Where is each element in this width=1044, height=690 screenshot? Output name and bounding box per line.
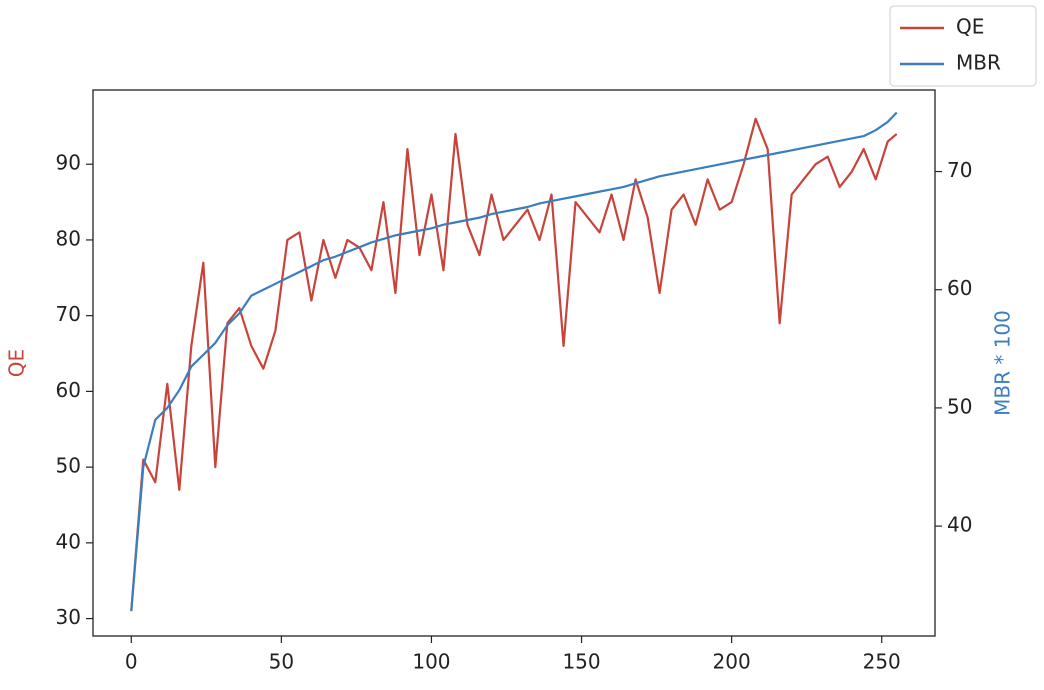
line-series xyxy=(130,111,898,612)
y2-tick-label: 60 xyxy=(947,276,972,300)
y2-tick-label: 40 xyxy=(947,513,972,537)
y2-tick-label: 70 xyxy=(947,158,972,182)
y-tick-label: 30 xyxy=(56,605,81,629)
y-tick-label: 60 xyxy=(56,378,81,402)
x-tick-label: 100 xyxy=(412,650,450,674)
x-tick-label: 150 xyxy=(562,650,600,674)
y2-tick-label: 50 xyxy=(947,394,972,418)
y-axis-label: QE xyxy=(5,349,29,377)
y-tick-label: 80 xyxy=(56,226,81,250)
plot-frame xyxy=(92,89,936,637)
x-tick-label: 50 xyxy=(269,650,294,674)
y2-axis-label: MBR * 100 xyxy=(991,310,1015,416)
legend-label: QE xyxy=(956,15,984,39)
x-tick-label: 250 xyxy=(863,650,901,674)
line-series xyxy=(130,117,898,612)
y-tick-label: 40 xyxy=(56,529,81,553)
x-tick-label: 0 xyxy=(125,650,138,674)
legend-box xyxy=(889,5,1037,87)
x-tick-label: 200 xyxy=(713,650,751,674)
y-tick-label: 90 xyxy=(56,151,81,175)
y-tick-label: 70 xyxy=(56,302,81,326)
legend-label: MBR xyxy=(956,51,1001,75)
y-tick-label: 50 xyxy=(56,454,81,478)
